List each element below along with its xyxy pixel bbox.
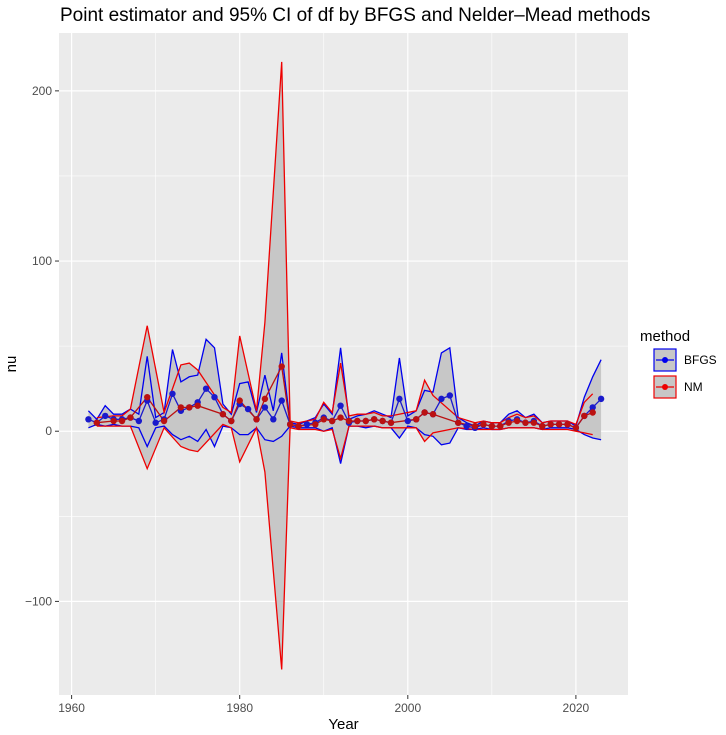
y-axis: −100 0 100 200 bbox=[25, 84, 59, 608]
legend-label-nm: NM bbox=[684, 380, 703, 394]
nm-point bbox=[219, 411, 227, 418]
nm-point bbox=[455, 419, 462, 426]
bfgs-point bbox=[597, 395, 605, 403]
nm-point bbox=[362, 417, 369, 425]
nm-point bbox=[295, 422, 302, 430]
nm-point bbox=[497, 422, 504, 430]
bfgs-point bbox=[102, 412, 109, 420]
estimate-points bbox=[85, 363, 605, 432]
nm-point bbox=[127, 414, 134, 421]
nm-point bbox=[320, 416, 327, 423]
bfgs-point bbox=[85, 416, 92, 423]
bfgs-point bbox=[278, 397, 285, 404]
nm-upper-bound-line bbox=[96, 61, 594, 426]
bfgs-point bbox=[446, 392, 454, 399]
x-tick-label: 2000 bbox=[394, 701, 421, 715]
legend-dot-nm bbox=[662, 384, 668, 390]
bfgs-point bbox=[337, 402, 344, 409]
y-tick-label: 100 bbox=[32, 254, 52, 268]
nm-point bbox=[429, 411, 437, 418]
bfgs-point bbox=[270, 416, 277, 423]
nm-point bbox=[522, 419, 529, 426]
nm-point bbox=[312, 421, 319, 428]
x-tick-label: 1980 bbox=[226, 701, 253, 715]
nm-point bbox=[480, 421, 487, 428]
x-tick-label: 2020 bbox=[563, 701, 590, 715]
nm-point bbox=[236, 397, 243, 404]
legend-label-bfgs: BFGS bbox=[684, 353, 717, 367]
nm-point bbox=[564, 421, 571, 428]
nm-point bbox=[379, 417, 386, 425]
nm-point bbox=[513, 417, 521, 425]
bfgs-point bbox=[211, 393, 218, 401]
nm-point bbox=[337, 414, 344, 421]
bfgs-point bbox=[169, 390, 176, 397]
legend-title: method bbox=[640, 328, 690, 345]
nm-point bbox=[572, 424, 580, 432]
bfgs-point bbox=[202, 385, 210, 392]
nm-estimate-line bbox=[96, 364, 593, 429]
nm-point bbox=[177, 404, 185, 411]
x-axis-title: Year bbox=[328, 716, 358, 733]
nm-point bbox=[505, 419, 512, 426]
nm-lower-bound-line bbox=[96, 423, 593, 670]
nm-point bbox=[413, 416, 420, 423]
nm-point bbox=[555, 421, 563, 428]
nm-point bbox=[471, 422, 479, 430]
x-axis: 1960 1980 2000 2020 bbox=[58, 695, 590, 715]
nm-point bbox=[354, 417, 361, 425]
major-gridlines bbox=[59, 33, 628, 695]
nm-point bbox=[194, 402, 201, 409]
nm-point bbox=[186, 404, 193, 411]
nm-point bbox=[530, 419, 538, 426]
bfgs-point bbox=[152, 419, 159, 426]
nm-point bbox=[93, 419, 101, 426]
nm-point bbox=[370, 416, 378, 423]
y-axis-title: nu bbox=[3, 356, 20, 373]
y-tick-label: −100 bbox=[25, 594, 52, 608]
nm-point bbox=[228, 417, 235, 425]
nm-point bbox=[253, 416, 260, 423]
nm-point bbox=[387, 419, 395, 426]
x-tick-label: 1960 bbox=[58, 701, 85, 715]
nm-point bbox=[328, 417, 336, 425]
nm-point bbox=[581, 412, 588, 420]
nm-point bbox=[589, 409, 596, 416]
bfgs-point bbox=[404, 417, 411, 425]
bfgs-point bbox=[463, 422, 470, 430]
nm-point bbox=[488, 422, 496, 430]
nm-point bbox=[144, 393, 151, 401]
ci-ribbons bbox=[88, 61, 602, 670]
bfgs-point bbox=[303, 421, 311, 428]
bfgs-point bbox=[589, 404, 596, 411]
nm-point bbox=[278, 363, 285, 370]
chart-title: Point estimator and 95% CI of df by BFGS… bbox=[60, 5, 650, 26]
bfgs-point bbox=[261, 404, 269, 411]
y-tick-label: 200 bbox=[32, 84, 52, 98]
nm-point bbox=[286, 421, 294, 428]
nm-point bbox=[421, 409, 428, 416]
bfgs-point bbox=[438, 395, 445, 403]
nm-point bbox=[261, 395, 269, 403]
nm-point bbox=[539, 422, 546, 430]
nm-point bbox=[160, 417, 168, 425]
nm-point bbox=[118, 417, 126, 425]
minor-gridlines bbox=[59, 33, 628, 695]
nm-point bbox=[345, 417, 353, 425]
nm-point bbox=[110, 417, 117, 425]
bfgs-point bbox=[396, 395, 403, 403]
legend-dot-bfgs bbox=[662, 357, 668, 363]
bfgs-upper-bound-line bbox=[87, 338, 602, 428]
bfgs-point bbox=[135, 417, 143, 425]
legend: method BFGS NM bbox=[640, 328, 717, 399]
bfgs-point bbox=[244, 405, 252, 413]
ci-bound-lines bbox=[87, 61, 602, 670]
y-tick-label: 0 bbox=[45, 424, 52, 438]
nm-point bbox=[547, 421, 554, 428]
